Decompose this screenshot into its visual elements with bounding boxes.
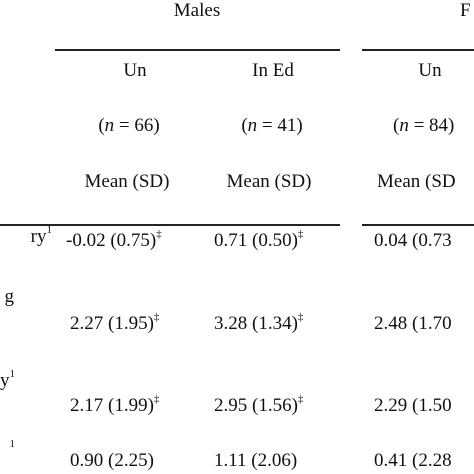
table-cell: 0.90 (2.25)	[70, 450, 154, 471]
column-header-ined-males: In Ed	[252, 60, 294, 81]
n-count-ined-males: (n = 41)	[241, 115, 303, 136]
group-header-females: F	[460, 0, 471, 21]
group-header-males: Males	[173, 0, 221, 21]
table-cell: 3.28 (1.34)‡	[214, 311, 304, 335]
table-cell: 2.48 (1.70	[374, 313, 452, 334]
table-cell: 2.17 (1.99)‡	[70, 393, 160, 417]
row-label: y1	[0, 368, 15, 392]
row-label: g	[4, 286, 15, 307]
table-cell: -0.02 (0.75)‡	[66, 228, 162, 252]
table-cell: 0.04 (0.73	[374, 230, 452, 251]
stat-label-ined-males: Mean (SD)	[226, 171, 312, 192]
row-label: ry1	[30, 224, 52, 248]
column-header-un-males: Un	[123, 60, 147, 81]
n-count-un-females: (n = 84)	[393, 115, 455, 136]
table-cell: 0.41 (2.28	[374, 450, 452, 471]
table-cell: 2.27 (1.95)‡	[70, 311, 160, 335]
row-label: 1	[9, 438, 16, 450]
n-count-un-males: (n = 66)	[98, 115, 160, 136]
header-rule-males	[0, 224, 340, 226]
stat-label-un-females: Mean (SD	[377, 171, 456, 192]
table-cell: 2.95 (1.56)‡	[214, 393, 304, 417]
group-rule-females	[362, 49, 474, 51]
table-cell: 1.11 (2.06)	[214, 450, 298, 471]
table-cell: 2.29 (1.50	[374, 395, 452, 416]
group-rule-males	[55, 49, 340, 51]
column-header-un-females: Un	[418, 60, 442, 81]
header-rule-females	[362, 224, 474, 226]
stat-label-un-males: Mean (SD)	[84, 171, 170, 192]
table-cell: 0.71 (0.50)‡	[214, 228, 304, 252]
